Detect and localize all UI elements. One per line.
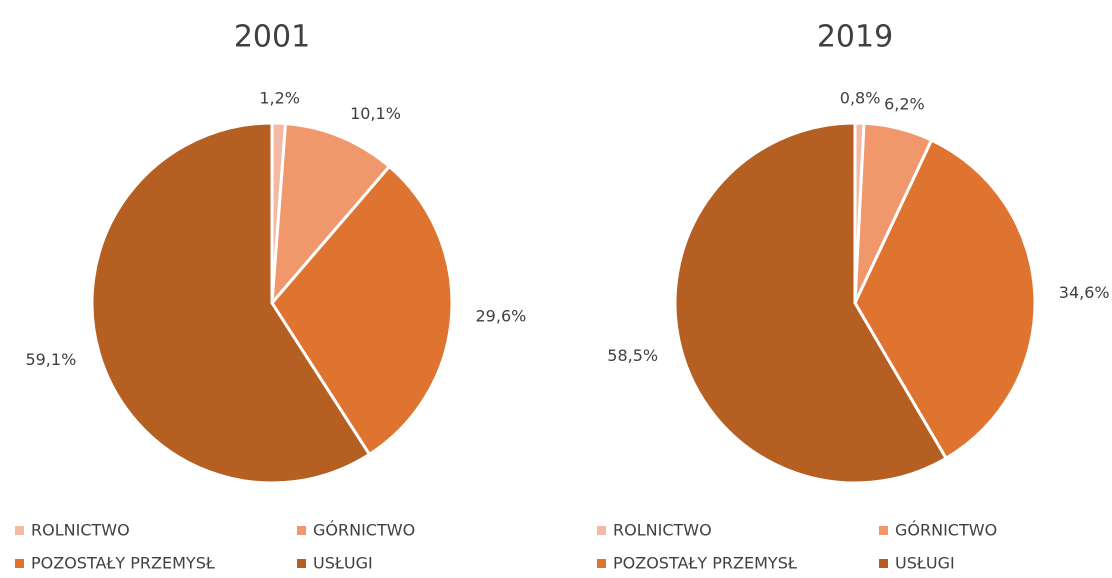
data-label: 34,6% bbox=[1059, 283, 1110, 302]
data-label: 0,8% bbox=[840, 89, 881, 108]
legend-marker bbox=[297, 526, 306, 535]
pie-slice bbox=[673, 121, 949, 485]
data-label: 58,5% bbox=[607, 346, 658, 365]
legend-marker bbox=[597, 559, 606, 568]
legend-label: ROLNICTWO bbox=[31, 521, 130, 540]
legend-label: GÓRNICTWO bbox=[895, 521, 997, 540]
legend-marker bbox=[879, 559, 888, 568]
legend-label: USŁUGI bbox=[895, 554, 955, 573]
legend-label: ROLNICTWO bbox=[613, 521, 712, 540]
legend-marker bbox=[297, 559, 306, 568]
data-label: 6,2% bbox=[884, 95, 925, 114]
data-label: 1,2% bbox=[259, 89, 300, 108]
pie-slice bbox=[270, 121, 392, 308]
data-label: 59,1% bbox=[25, 350, 76, 369]
legend-marker bbox=[879, 526, 888, 535]
legend-label: GÓRNICTWO bbox=[313, 521, 415, 540]
legend-marker bbox=[15, 559, 24, 568]
pie-chart: 2001 1,2% 10,1% 29,6% 59,1% ROLNICTWO GÓRNICTW… bbox=[15, 20, 526, 573]
chart-title: 2001 bbox=[234, 20, 310, 55]
legend-marker bbox=[597, 526, 606, 535]
pie-slice bbox=[90, 121, 372, 485]
data-label: 10,1% bbox=[350, 104, 401, 123]
legend-label: POZOSTAŁY PRZEMYSŁ bbox=[613, 554, 797, 573]
legend-marker bbox=[15, 526, 24, 535]
pie-chart: 2019 0,8% 6,2% 34,6% 58,5% ROLNICTWO GÓRNICTWO… bbox=[597, 20, 1110, 573]
data-label: 29,6% bbox=[476, 307, 527, 326]
legend-label: USŁUGI bbox=[313, 554, 373, 573]
chart-title: 2019 bbox=[817, 20, 893, 55]
legend-label: POZOSTAŁY PRZEMYSŁ bbox=[31, 554, 215, 573]
pie-slice bbox=[270, 164, 454, 457]
